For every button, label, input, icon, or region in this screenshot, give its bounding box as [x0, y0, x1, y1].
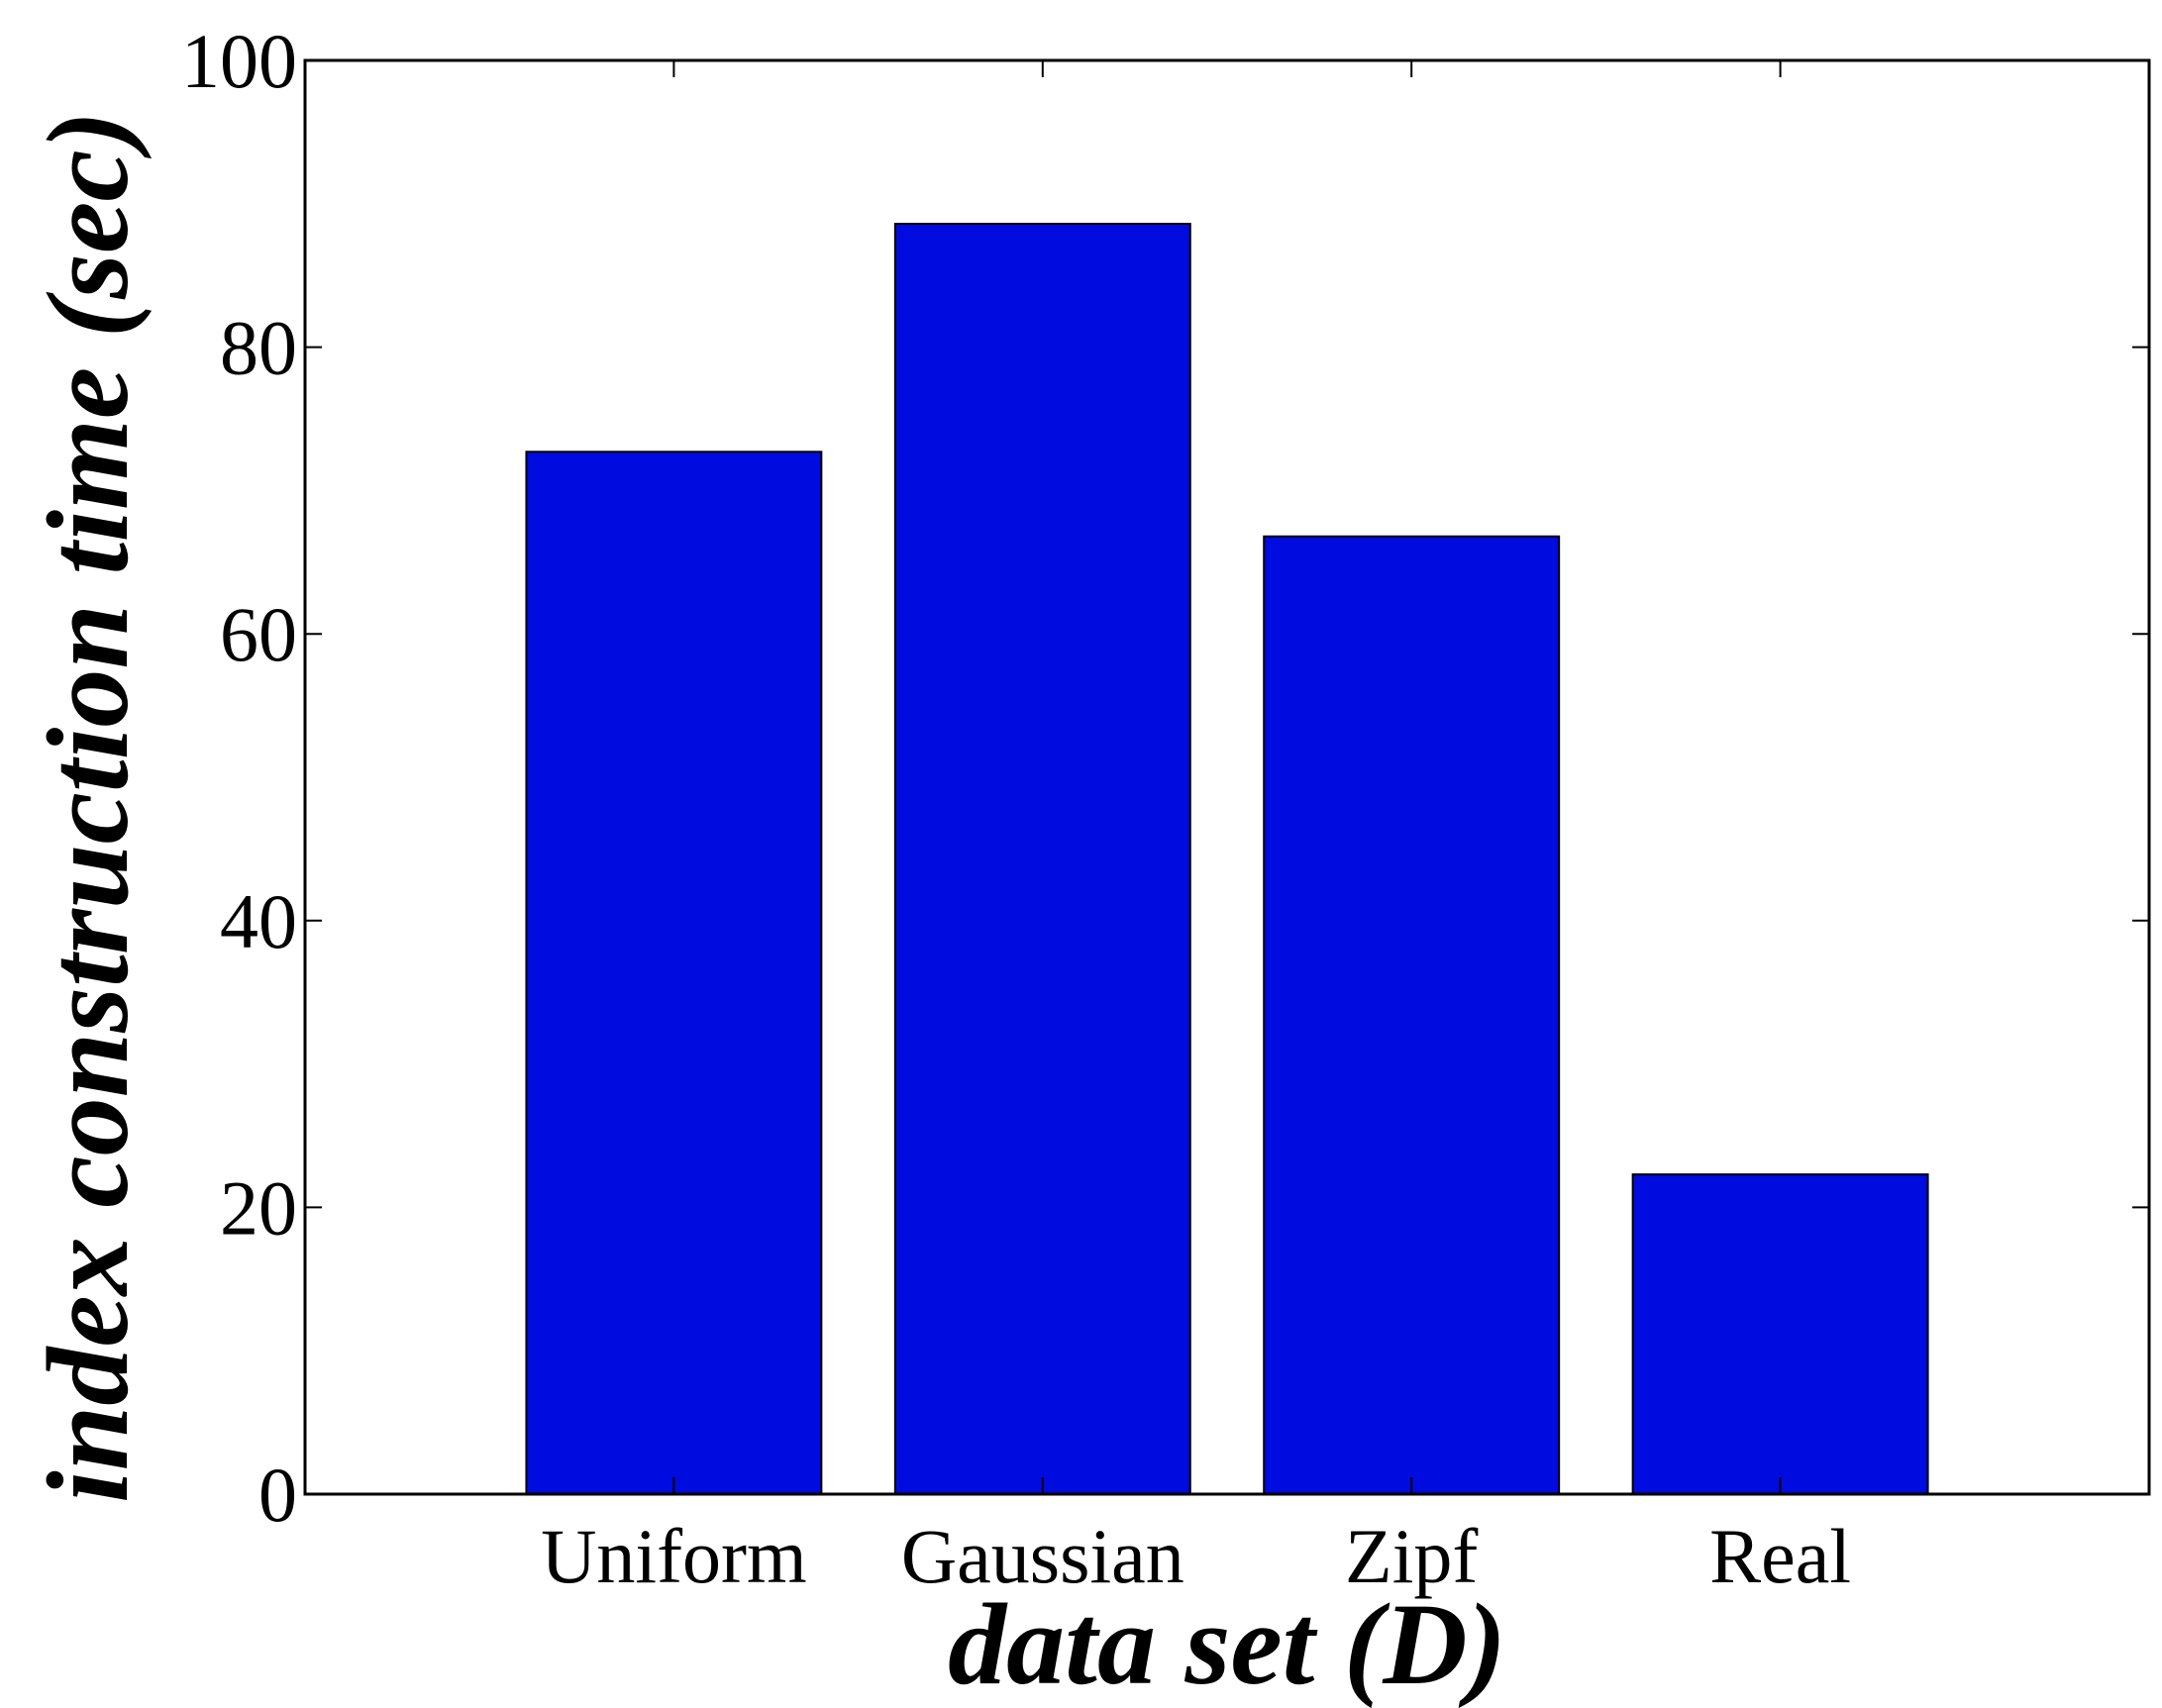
x-tick-label-real: Real	[1709, 1513, 1851, 1599]
bar-gaussian	[893, 223, 1191, 1495]
x-axis-title: data set (D)	[948, 1579, 1506, 1708]
y-tick-label-20: 20	[220, 1164, 297, 1251]
x-tick-label-uniform: Uniform	[541, 1513, 807, 1599]
bar-uniform	[525, 451, 823, 1496]
axis-ticks	[305, 59, 2149, 1495]
bar-zipf	[1263, 535, 1561, 1495]
y-axis-title: index construction time (sec)	[23, 111, 153, 1503]
y-tick-label-80: 80	[220, 305, 297, 391]
y-tick-label-100: 100	[181, 18, 297, 104]
x-tick-labels: Uniform Gaussian Zipf Real	[541, 1513, 1851, 1599]
y-tick-label-60: 60	[220, 591, 297, 677]
plot-area-frame	[303, 58, 2151, 1496]
bar-real	[1631, 1173, 1929, 1495]
y-tick-label-40: 40	[220, 878, 297, 964]
y-tick-label-0: 0	[258, 1452, 297, 1538]
x-tick-label-zipf: Zipf	[1345, 1513, 1478, 1599]
bars	[525, 223, 1929, 1496]
y-tick-labels: 0 20 40 60 80 100	[181, 18, 297, 1538]
x-tick-label-gaussian: Gaussian	[901, 1513, 1184, 1599]
